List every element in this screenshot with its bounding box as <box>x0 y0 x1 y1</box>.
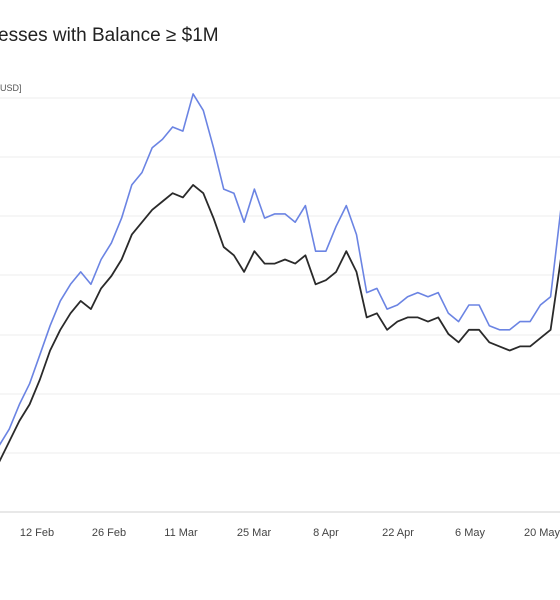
x-tick-label: 8 Apr <box>313 527 339 539</box>
grid-lines <box>0 97 560 454</box>
x-axis-ticks: 12 Feb 26 Feb 11 Mar 25 Mar 8 Apr 22 Apr 6 May… <box>20 527 560 539</box>
x-tick-label: 6 May <box>455 527 485 539</box>
x-tick-label: 20 May <box>524 527 560 539</box>
x-tick-label: 12 Feb <box>20 527 54 539</box>
series-group <box>0 93 560 463</box>
chart-title: esses with Balance ≥ $1M <box>0 25 219 46</box>
x-tick-label: 25 Mar <box>237 527 272 539</box>
series-line-1 <box>0 93 560 446</box>
y-axis-unit-label: USD] <box>0 83 22 93</box>
series-line-2 <box>0 183 560 463</box>
x-tick-label: 26 Feb <box>92 527 126 539</box>
x-tick-label: 22 Apr <box>382 527 414 539</box>
x-tick-label: 11 Mar <box>164 527 198 539</box>
